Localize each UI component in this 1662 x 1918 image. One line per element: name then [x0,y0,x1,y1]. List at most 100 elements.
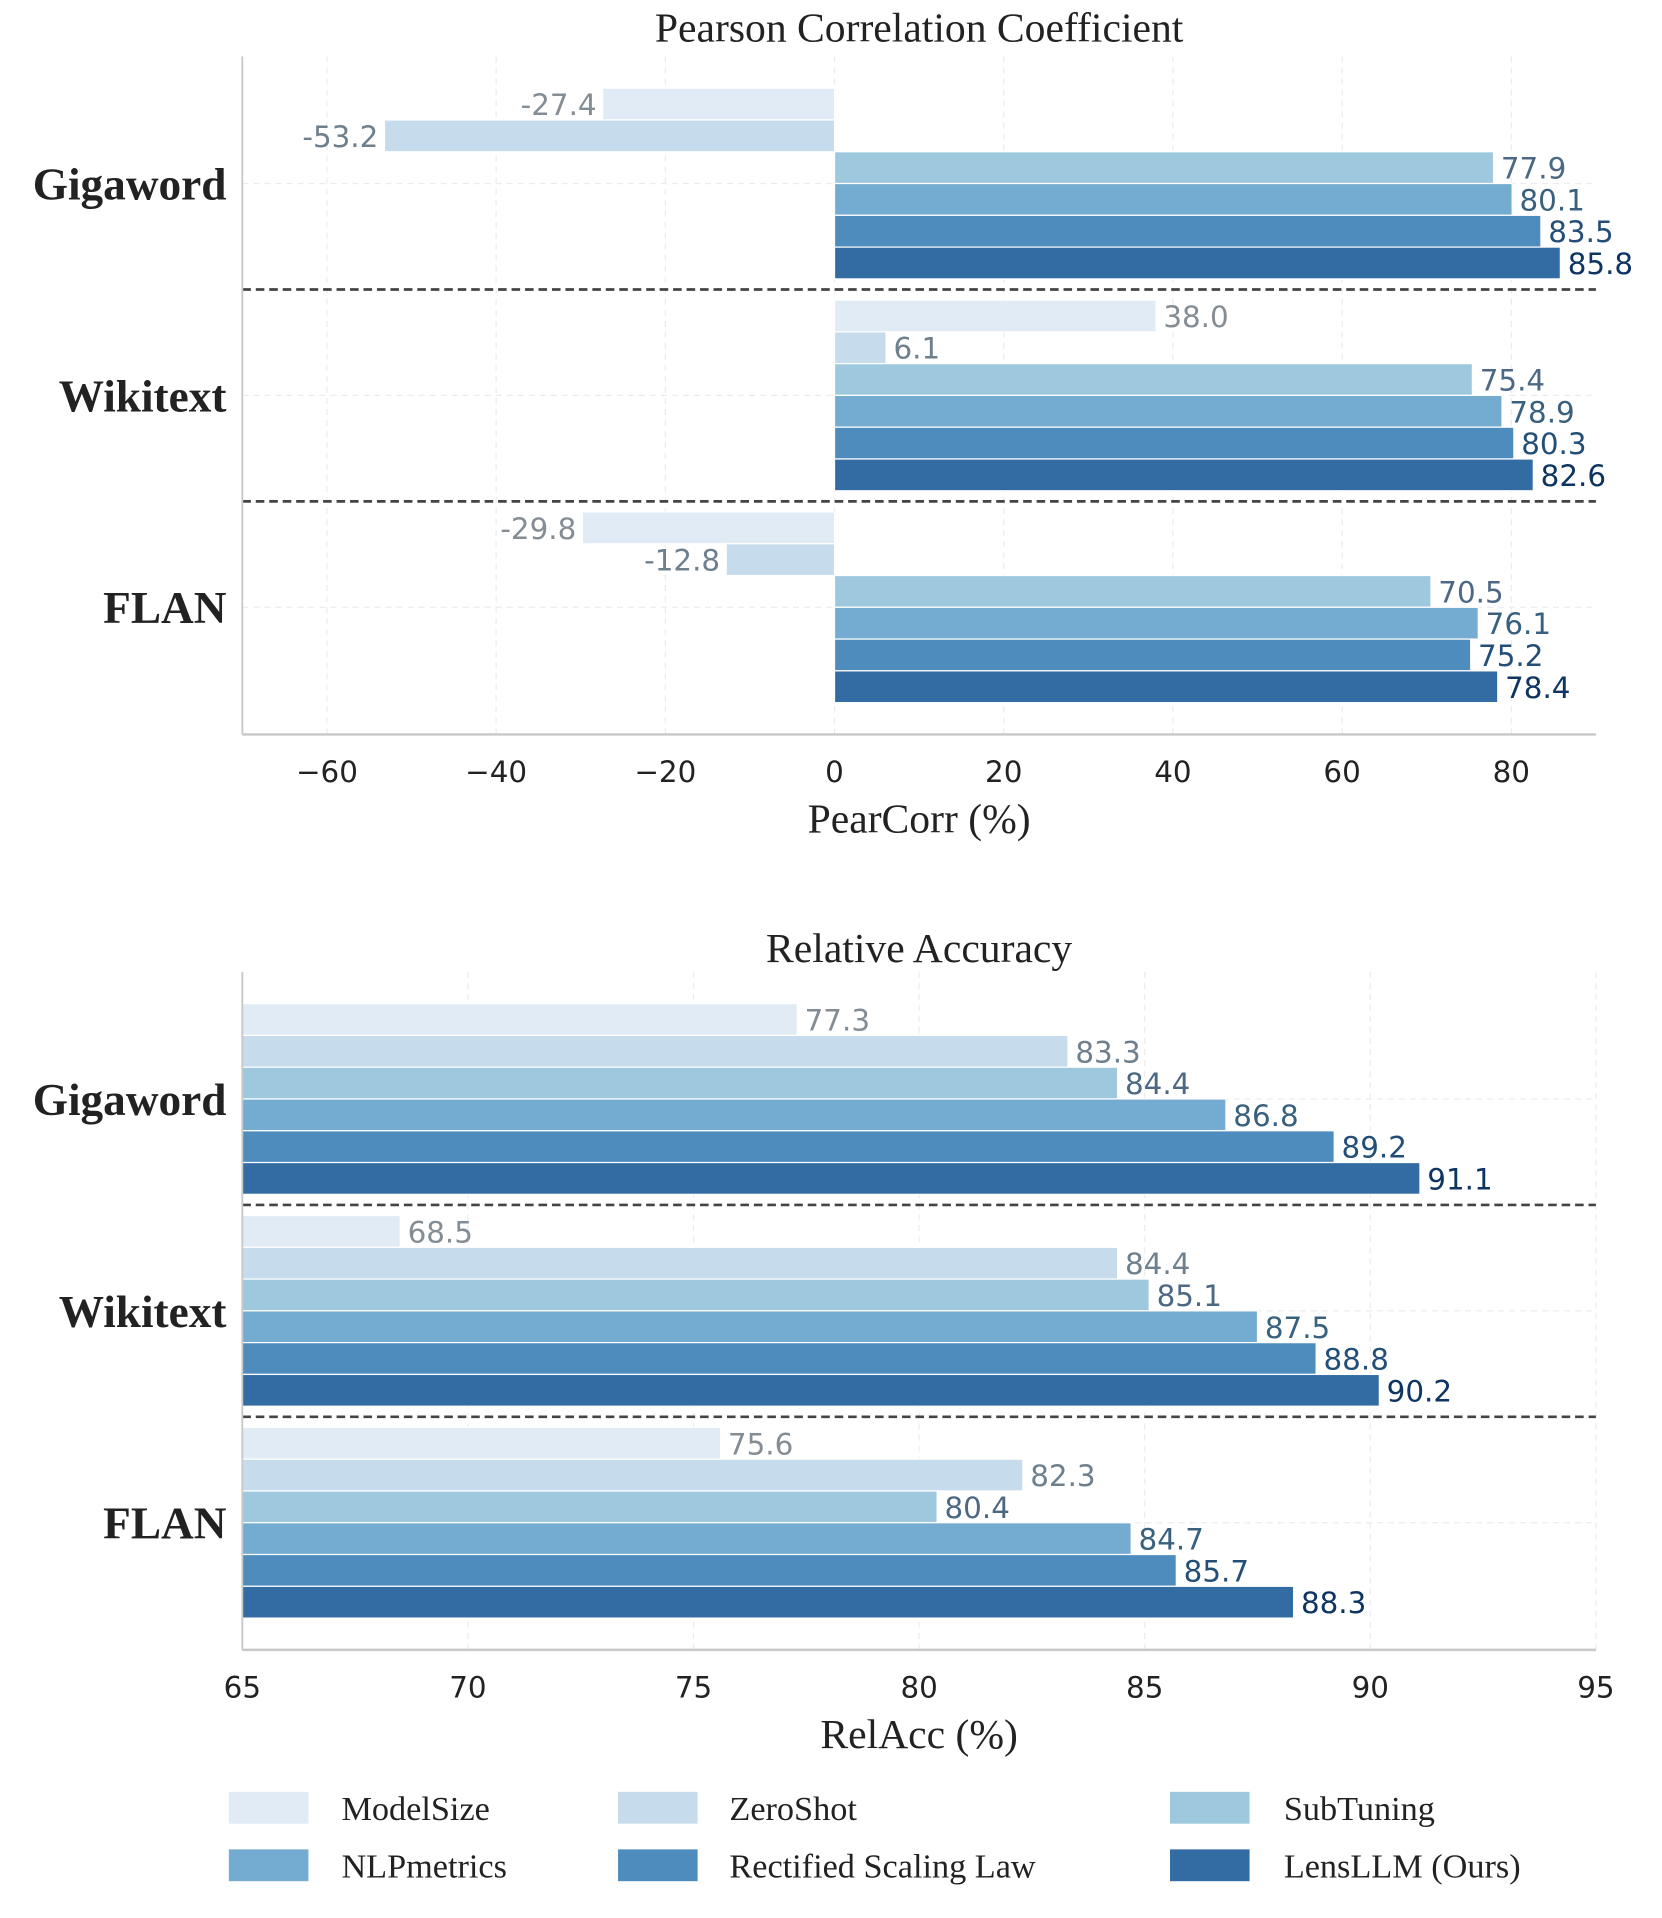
category-label: FLAN [103,1499,227,1549]
value-label: -53.2 [302,120,378,154]
legend-swatch [618,1849,698,1882]
bar-nlpmetrics-wikitext [833,394,1503,428]
value-label: 84.4 [1125,1067,1190,1101]
value-label: -29.8 [500,512,576,546]
value-label: -27.4 [521,88,597,122]
bar-lensllm-ours--wikitext [833,458,1534,492]
value-label: 70.5 [1438,575,1503,609]
bar-modelsize-flan [581,511,836,545]
value-label: 85.7 [1184,1554,1249,1588]
x-tick-label: 0 [825,755,844,789]
bar-rectified-scaling-law-flan [241,1553,1177,1587]
x-tick-label: −40 [465,755,527,789]
value-label: 87.5 [1265,1311,1330,1345]
value-label: 78.9 [1509,395,1574,429]
x-axis-label: PearCorr (%) [808,796,1031,842]
x-tick-label: 90 [1352,1671,1389,1705]
bar-lensllm-ours--flan [241,1585,1295,1619]
legend-swatch [1170,1791,1250,1824]
bar-modelsize-flan [241,1426,722,1460]
value-label: 80.4 [945,1491,1010,1525]
legend-label: Rectified Scaling Law [729,1848,1036,1886]
value-label: 84.7 [1139,1523,1204,1557]
legend-swatch [618,1791,698,1824]
bar-modelsize-wikitext [241,1214,401,1248]
x-tick-label: 95 [1577,1671,1614,1705]
bar-zeroshot-gigaword [383,119,836,153]
x-tick-label: 75 [675,1671,712,1705]
bar-lensllm-ours--flan [833,670,1499,704]
value-label: 80.3 [1521,427,1586,461]
value-label: 91.1 [1427,1162,1492,1196]
bar-lensllm-ours--gigaword [833,246,1561,280]
value-label: 85.8 [1568,247,1633,281]
bar-zeroshot-wikitext [241,1246,1119,1280]
bar-zeroshot-flan [725,543,836,577]
chart-title: Pearson Correlation Coefficient [655,6,1184,52]
bar-rectified-scaling-law-flan [833,638,1472,672]
x-axis-label: RelAcc (%) [820,1712,1018,1758]
value-label: 77.3 [805,1004,870,1038]
bar-subtuning-wikitext [833,363,1474,397]
legend: ModelSize ZeroShot SubTuning NLPmetrics Rect… [228,1790,1521,1886]
legend-label: ModelSize [341,1790,489,1828]
bar-rectified-scaling-law-gigaword [833,214,1542,248]
value-label: 90.2 [1387,1374,1452,1408]
bar-rectified-scaling-law-wikitext [241,1342,1317,1376]
category-label: Wikitext [59,1287,227,1337]
bar-modelsize-wikitext [833,299,1157,333]
value-label: 86.8 [1233,1099,1298,1133]
legend-label: LensLLM (Ours) [1284,1848,1521,1886]
legend-swatch [228,1849,309,1882]
value-label: 80.1 [1520,183,1585,217]
value-label: 75.6 [728,1427,793,1461]
bar-lensllm-ours--wikitext [241,1373,1380,1407]
pearson-chart: Pearson Correlation Coefficient -27.4 38.0… [33,6,1633,843]
bar-nlpmetrics-wikitext [241,1310,1259,1344]
bar-zeroshot-gigaword [241,1034,1069,1068]
category-label: FLAN [103,583,227,633]
x-tick-label: 80 [1493,755,1530,789]
value-label: 82.3 [1030,1459,1095,1493]
bar-modelsize-gigaword [241,1003,798,1037]
value-label: 88.3 [1301,1586,1366,1620]
value-label: 82.6 [1541,459,1606,493]
bar-subtuning-gigaword [241,1066,1119,1100]
legend-label: NLPmetrics [341,1848,507,1886]
bar-nlpmetrics-flan [241,1522,1132,1556]
value-label: 38.0 [1163,300,1228,334]
bar-lensllm-ours--gigaword [241,1161,1421,1195]
value-label: 84.4 [1125,1247,1190,1281]
x-tick-label: 20 [985,755,1022,789]
x-tick-label: 80 [900,1671,937,1705]
bar-rectified-scaling-law-gigaword [241,1130,1335,1164]
value-label: 89.2 [1342,1131,1407,1165]
bar-modelsize-gigaword [602,87,836,121]
x-tick-label: 60 [1323,755,1360,789]
category-label: Wikitext [59,371,227,421]
bar-rectified-scaling-law-wikitext [833,426,1515,460]
x-tick-label: 70 [449,1671,486,1705]
bar-zeroshot-flan [241,1458,1024,1492]
x-tick-label: −60 [296,755,358,789]
category-label: Gigaword [33,159,227,209]
x-tick-label: −20 [634,755,696,789]
legend-label: ZeroShot [729,1790,857,1828]
value-label: 83.3 [1075,1035,1140,1069]
legend-swatch [1170,1849,1250,1882]
bar-nlpmetrics-gigaword [833,182,1513,216]
x-tick-label: 65 [224,1671,261,1705]
value-label: 75.4 [1480,364,1545,398]
value-label: 76.1 [1486,607,1551,641]
x-tick-label: 85 [1126,1671,1163,1705]
relacc-chart: Relative Accuracy77.368.575.683.384.482.… [33,926,1615,1758]
value-label: 88.8 [1324,1343,1389,1377]
bar-nlpmetrics-gigaword [241,1098,1227,1132]
bar-zeroshot-wikitext [833,331,887,365]
bar-subtuning-gigaword [833,151,1495,185]
chart-title: Relative Accuracy [766,926,1072,972]
value-label: 68.5 [408,1215,473,1249]
category-label: Gigaword [33,1075,227,1125]
bar-subtuning-flan [833,574,1432,608]
